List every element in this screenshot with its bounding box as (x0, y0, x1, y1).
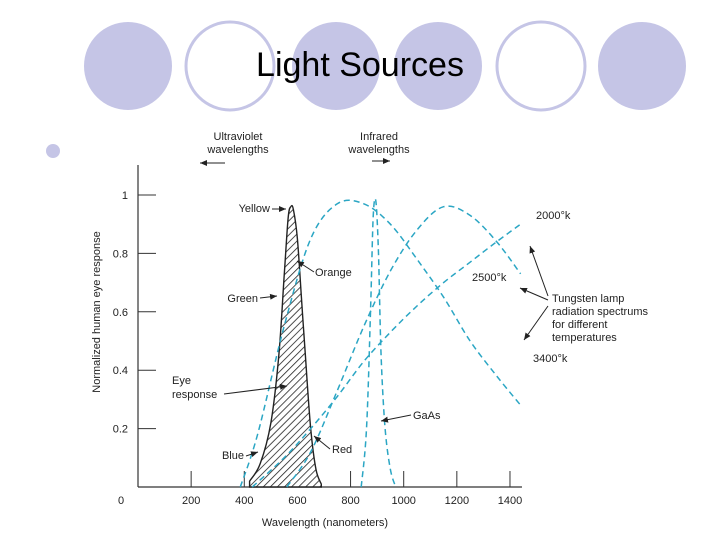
x-tick-label: 200 (182, 495, 200, 507)
decor-circle-2 (184, 20, 276, 112)
tungsten-leader-3400 (523, 305, 549, 341)
slide-title: Light Sources (256, 46, 464, 84)
annotation-green: Green (227, 293, 258, 305)
annotation-orange: Orange (315, 267, 352, 279)
x-tick-label: 1200 (445, 495, 469, 507)
tungsten-leader-2000 (529, 245, 549, 297)
x-tick-label: 600 (288, 495, 306, 507)
gaas-curve (360, 197, 397, 488)
y-tick-label: 0.4 (113, 365, 128, 377)
eye-response-leader (223, 383, 288, 395)
bullet-dot (46, 144, 60, 158)
annotation-3400-k: 3400°k (533, 353, 568, 365)
x-tick-label: 800 (341, 495, 359, 507)
decor-circle-1 (84, 22, 172, 110)
series-layer (239, 197, 522, 488)
x-tick-label: 1400 (498, 495, 522, 507)
y-tick-label: 0.8 (113, 248, 128, 260)
annotation-wavelengths: wavelengths (347, 144, 410, 156)
annotation-radiation-spectrums: radiation spectrums (552, 306, 648, 318)
annotation-eye: Eye (172, 375, 191, 387)
annotation-temperatures: temperatures (552, 332, 617, 344)
x-axis-label: Wavelength (nanometers) (262, 517, 388, 529)
eye-response-curve (248, 204, 322, 488)
2500-k-curve (286, 205, 522, 488)
x-tick-label: 1000 (391, 495, 415, 507)
x-tick-label: 400 (235, 495, 253, 507)
annotation-tungsten-lamp: Tungsten lamp (552, 293, 624, 305)
decor-circle-4 (394, 22, 482, 110)
annotation-2500-k: 2500°k (472, 272, 507, 284)
decor-circle-3 (292, 22, 380, 110)
annotation-2000-k: 2000°k (536, 210, 571, 222)
3400-k-curve (239, 199, 522, 488)
y-axis-label: Normalized human eye response (91, 231, 103, 392)
blue-leader (245, 451, 259, 458)
annotation-wavelengths: wavelengths (206, 144, 269, 156)
annotation-gaas: GaAs (413, 410, 441, 422)
decor-circle-5 (495, 20, 587, 112)
decor-circle-6 (598, 22, 686, 110)
y-tick-label: 0.2 (113, 424, 128, 436)
annotation-blue: Blue (222, 450, 244, 462)
green-leader (259, 293, 278, 300)
annotation-infrared: Infrared (360, 131, 398, 143)
annotation-response: response (172, 389, 217, 401)
y-tick-label: 1 (122, 190, 128, 202)
y-tick-label: 0.6 (113, 307, 128, 319)
annotation-yellow: Yellow (239, 203, 270, 215)
orange-leader (296, 260, 315, 273)
annotation-for-different: for different (552, 319, 607, 331)
annotation-red: Red (332, 444, 352, 456)
annotation-layer: UltravioletwavelengthsInfraredwavelength… (172, 131, 648, 462)
tungsten-leader-2500 (519, 287, 549, 301)
gaas-leader (380, 414, 412, 423)
x-tick-label: 0 (118, 495, 124, 507)
annotation-ultraviolet: Ultraviolet (214, 131, 263, 143)
red-leader (313, 435, 331, 450)
2000-k-curve (251, 223, 522, 488)
axes: 0 200 400 600 800 1000 1200 1400 0.2 0.4 0.6 0.8 1 Wa… (91, 165, 522, 529)
